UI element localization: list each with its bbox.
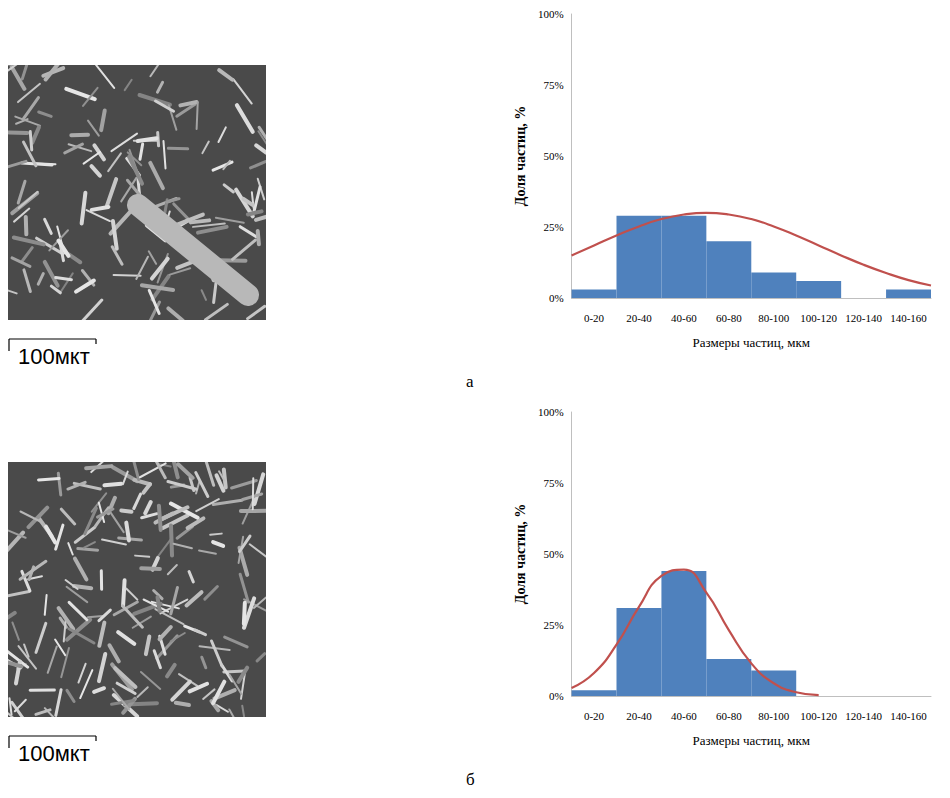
svg-text:140-160: 140-160 (890, 312, 927, 324)
svg-text:20-40: 20-40 (626, 312, 652, 324)
svg-text:80-100: 80-100 (758, 710, 790, 722)
svg-text:Размеры частиц, мкм: Размеры частиц, мкм (693, 335, 810, 350)
svg-text:40-60: 40-60 (671, 312, 697, 324)
svg-text:140-160: 140-160 (890, 710, 927, 722)
svg-text:120-140: 120-140 (845, 312, 882, 324)
svg-text:50%: 50% (543, 150, 563, 162)
svg-text:Доля частиц, %: Доля частиц, % (513, 106, 528, 207)
svg-text:75%: 75% (543, 79, 563, 91)
html-text:а: а (466, 372, 474, 391)
svg-text:40-60: 40-60 (671, 710, 697, 722)
svg-text:0%: 0% (549, 690, 564, 702)
svg-text:100-120: 100-120 (800, 312, 837, 324)
html-text:100мкт: 100мкт (18, 741, 90, 766)
html-text:б: б (466, 770, 475, 789)
svg-text:100%: 100% (538, 8, 564, 20)
svg-text:Доля частиц, %: Доля частиц, % (513, 504, 528, 605)
svg-text:0%: 0% (549, 292, 564, 304)
svg-text:Размеры частиц, мкм: Размеры частиц, мкм (693, 733, 810, 748)
svg-text:20-40: 20-40 (626, 710, 652, 722)
svg-text:120-140: 120-140 (845, 710, 882, 722)
svg-text:0-20: 0-20 (584, 710, 605, 722)
svg-text:25%: 25% (543, 619, 563, 631)
svg-text:60-80: 60-80 (716, 710, 742, 722)
svg-text:100%: 100% (538, 406, 564, 418)
svg-text:60-80: 60-80 (716, 312, 742, 324)
html-text:100мкт: 100мкт (18, 344, 90, 369)
svg-text:75%: 75% (543, 477, 563, 489)
svg-text:100-120: 100-120 (800, 710, 837, 722)
svg-text:0-20: 0-20 (584, 312, 605, 324)
svg-text:50%: 50% (543, 548, 563, 560)
svg-text:25%: 25% (543, 221, 563, 233)
svg-text:80-100: 80-100 (758, 312, 790, 324)
